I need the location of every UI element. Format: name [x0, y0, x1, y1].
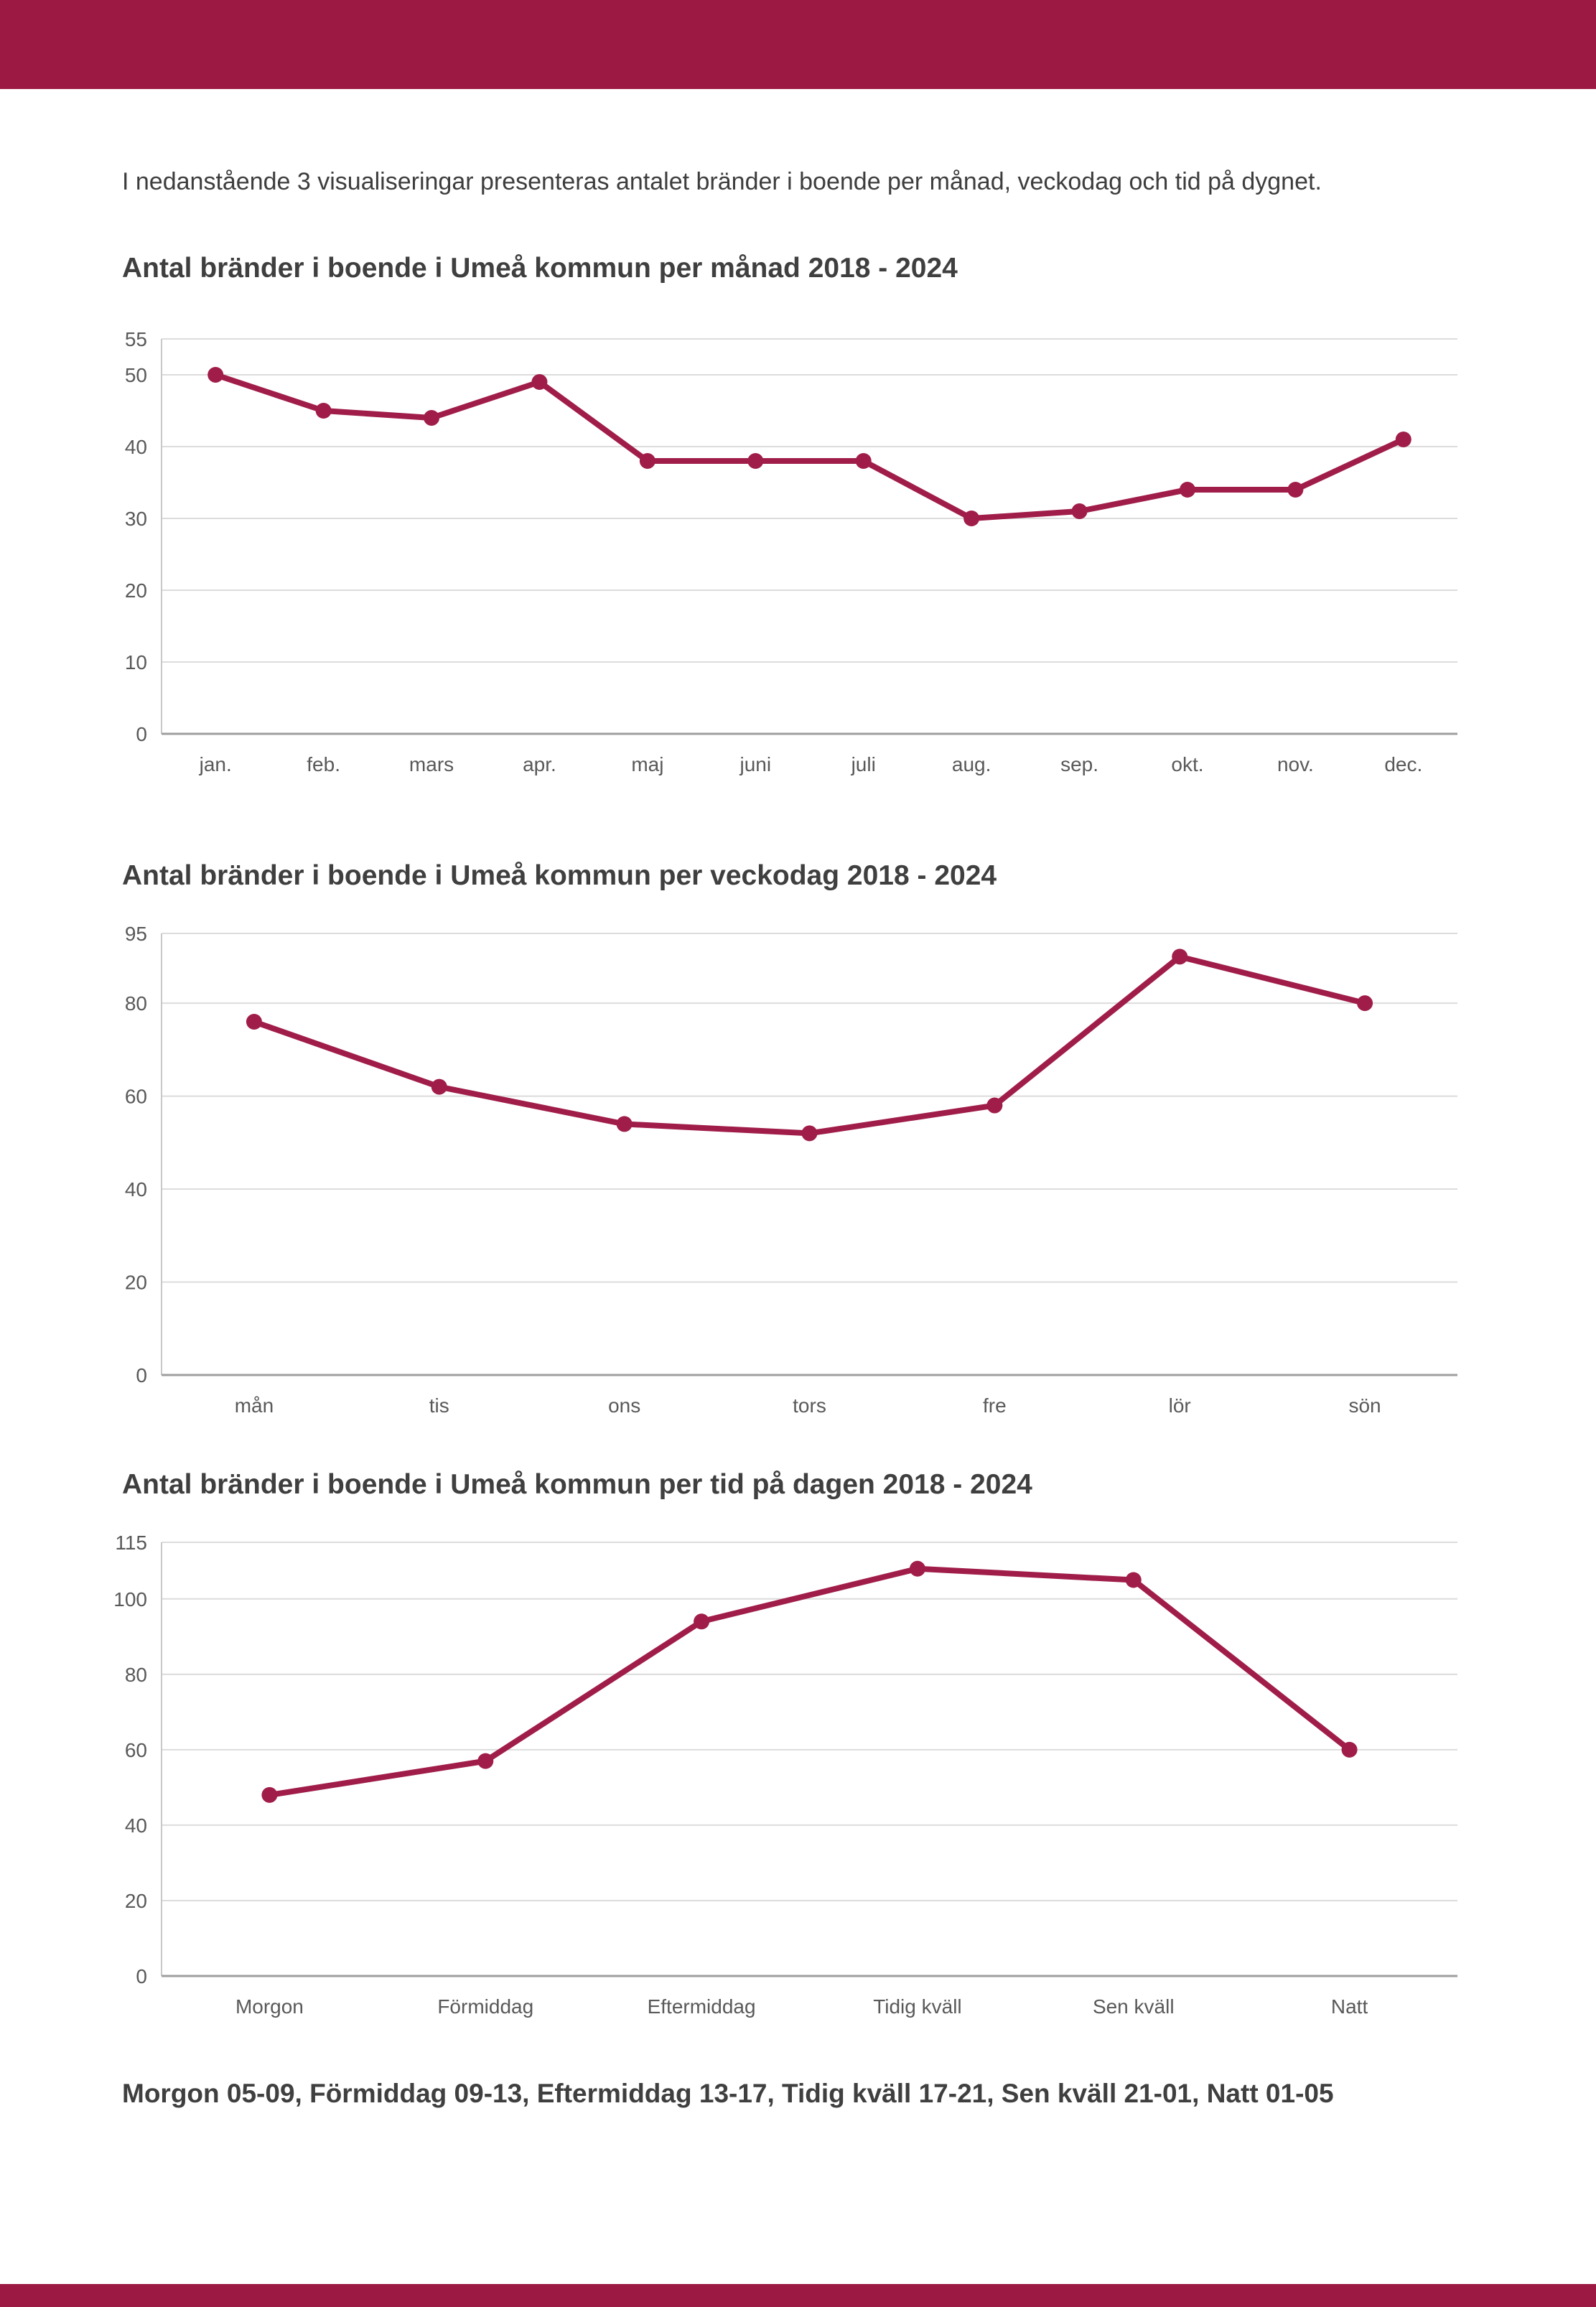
data-point	[855, 453, 872, 469]
x-axis-category-label: mån	[235, 1394, 274, 1417]
data-point	[1179, 482, 1195, 498]
data-point	[246, 1014, 262, 1030]
data-point	[986, 1097, 1003, 1114]
x-axis-category-label: ons	[608, 1394, 640, 1417]
x-axis-category-label: maj	[631, 753, 663, 775]
x-axis-category-label: juni	[739, 753, 771, 775]
data-point	[963, 511, 980, 526]
data-point	[207, 367, 224, 383]
x-axis-category-label: Sen kväll	[1093, 1995, 1175, 2018]
weekday-chart-title: Antal bränder i boende i Umeå kommun per…	[122, 860, 997, 891]
x-axis-category-label: nov.	[1277, 753, 1314, 775]
x-axis-category-label: tors	[793, 1394, 826, 1417]
footer-bar	[0, 2284, 1596, 2307]
y-axis-tick-label: 10	[125, 651, 147, 674]
y-axis-tick-label: 115	[115, 1532, 147, 1554]
data-point	[261, 1786, 278, 1803]
x-axis-category-label: tis	[429, 1394, 449, 1417]
data-point	[1172, 949, 1188, 965]
x-axis-category-label: Morgon	[235, 1995, 304, 2018]
y-axis-tick-label: 100	[113, 1588, 147, 1611]
x-axis-category-label: dec.	[1384, 753, 1422, 775]
data-point	[1357, 995, 1373, 1012]
x-axis-category-label: fre	[983, 1394, 1007, 1417]
x-axis-category-label: mars	[409, 753, 454, 775]
y-axis-tick-label: 40	[125, 1814, 147, 1837]
timeofday-line-chart: 0 20 40 60 80 100 115 Morgon Förmiddag Eftermidda…	[113, 1532, 1457, 2018]
y-axis-tick-label: 55	[125, 328, 147, 350]
data-point	[1125, 1572, 1142, 1588]
x-axis-category-label: lör	[1169, 1394, 1191, 1417]
x-axis-category-label: feb.	[307, 753, 340, 775]
y-axis-tick-label: 60	[125, 1739, 147, 1761]
x-axis-category-label: jan.	[199, 753, 232, 775]
data-point	[315, 403, 332, 419]
data-point	[477, 1753, 494, 1769]
footer-note: Morgon 05-09, Förmiddag 09-13, Eftermidd…	[122, 2079, 1334, 2108]
monthly-line-chart: 0 10 20 30 40 50 55 jan. feb. mars apr. maj juni juli…	[125, 328, 1457, 775]
monthly-chart-title: Antal bränder i boende i Umeå kommun per…	[122, 253, 958, 284]
x-axis-category-label: Eftermiddag	[648, 1995, 756, 2018]
data-point	[424, 410, 440, 426]
y-axis-tick-label: 50	[125, 364, 147, 386]
timeofday-chart-title: Antal bränder i boende i Umeå kommun per…	[122, 1469, 1032, 1500]
data-point	[1341, 1741, 1358, 1758]
trend-line	[251, 954, 1368, 1137]
data-point	[747, 453, 764, 469]
data-point	[1287, 482, 1304, 498]
y-axis-tick-label: 20	[125, 579, 147, 602]
y-axis-tick-label: 80	[125, 992, 147, 1015]
y-axis-tick-label: 40	[125, 1178, 147, 1201]
y-axis-tick-label: 0	[136, 723, 147, 745]
y-axis-tick-label: 0	[136, 1364, 147, 1386]
x-axis-category-label: Förmiddag	[437, 1995, 533, 2018]
x-axis-category-label: sön	[1348, 1394, 1381, 1417]
data-point	[1395, 432, 1411, 447]
data-point	[431, 1078, 447, 1095]
y-axis-tick-label: 95	[125, 923, 147, 945]
weekday-line-chart: 0 20 40 60 80 95 mån tis ons tors fre lör sön	[125, 923, 1457, 1417]
x-axis-category-label: apr.	[523, 753, 556, 775]
data-point	[639, 453, 655, 469]
y-axis-tick-label: 30	[125, 508, 147, 530]
data-point	[694, 1613, 710, 1630]
x-axis-category-label: sep.	[1060, 753, 1098, 775]
data-point	[909, 1560, 925, 1577]
data-point	[531, 374, 548, 390]
y-axis-tick-label: 80	[125, 1664, 147, 1686]
header-bar	[0, 0, 1596, 89]
y-axis-tick-label: 20	[125, 1272, 147, 1294]
x-axis-category-label: aug.	[952, 753, 991, 775]
data-point	[1071, 503, 1088, 519]
y-axis-tick-label: 0	[136, 1965, 147, 1987]
data-point	[801, 1125, 818, 1142]
x-axis-category-label: okt.	[1171, 753, 1203, 775]
trend-line	[266, 1565, 1353, 1798]
y-axis-tick-label: 20	[125, 1890, 147, 1912]
x-axis-category-label: Tidig kväll	[873, 1995, 961, 2018]
x-axis-category-label: juli	[851, 753, 876, 775]
trend-line	[213, 372, 1406, 521]
y-axis-tick-label: 60	[125, 1086, 147, 1108]
data-point	[616, 1116, 633, 1132]
x-axis-category-label: Natt	[1331, 1995, 1368, 2018]
y-axis-tick-label: 40	[125, 436, 147, 458]
intro-text: I nedanstående 3 visualiseringar present…	[122, 168, 1322, 195]
